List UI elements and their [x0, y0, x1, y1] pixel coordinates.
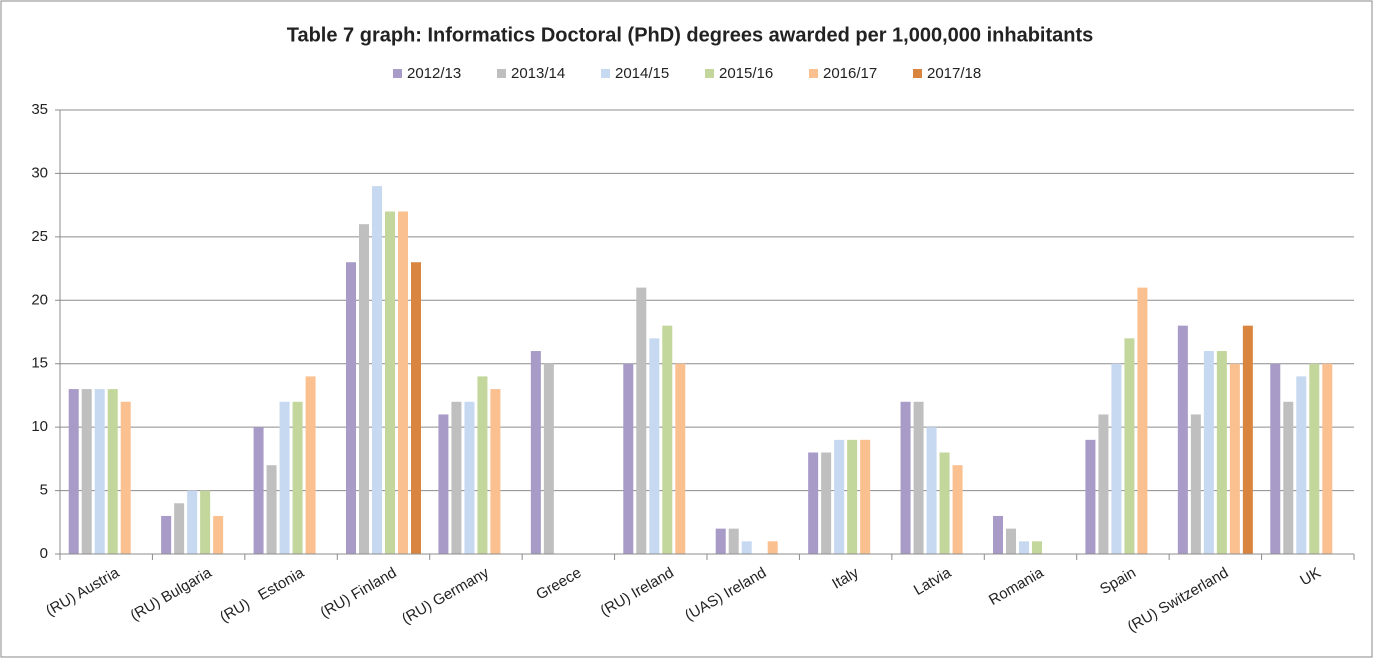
- bar: [1296, 376, 1307, 554]
- bar: [68, 389, 79, 554]
- bar: [728, 528, 739, 554]
- bar: [834, 439, 845, 554]
- bar: [543, 363, 554, 554]
- bar: [1019, 541, 1029, 554]
- bar: [1177, 325, 1188, 554]
- bar: [174, 503, 185, 554]
- bar: [385, 211, 395, 554]
- bar: [292, 401, 303, 554]
- bar: [1006, 528, 1016, 554]
- bar: [662, 325, 673, 554]
- bar: [767, 541, 778, 554]
- bar: [279, 401, 290, 554]
- bar: [530, 351, 541, 554]
- legend-swatch: [809, 69, 818, 78]
- bar: [1085, 439, 1096, 554]
- bar: [477, 376, 488, 554]
- legend-swatch: [913, 69, 922, 78]
- bar: [939, 452, 950, 554]
- bar: [821, 452, 832, 554]
- bar: [808, 452, 819, 554]
- bar: [1216, 351, 1227, 554]
- y-tick-label: 5: [40, 482, 48, 499]
- bar: [451, 401, 462, 554]
- bar: [675, 363, 686, 554]
- legend-label: 2014/15: [615, 65, 669, 82]
- bar: [187, 490, 198, 554]
- legend-label: 2016/17: [823, 65, 877, 82]
- bar: [926, 427, 937, 554]
- bar: [913, 401, 924, 554]
- bar: [372, 186, 382, 554]
- legend-label: 2017/18: [927, 65, 981, 82]
- bar: [1242, 325, 1253, 554]
- bar: [636, 287, 647, 554]
- chart-title: Table 7 graph: Informatics Doctoral (PhD…: [287, 24, 1094, 46]
- bar: [305, 376, 316, 554]
- bar: [213, 515, 224, 554]
- bar: [900, 401, 911, 554]
- bar: [860, 439, 871, 554]
- bar: [741, 541, 752, 554]
- bar: [411, 262, 421, 554]
- bar: [266, 465, 277, 554]
- bar: [346, 262, 356, 554]
- bar: [715, 528, 726, 554]
- legend-swatch: [601, 69, 610, 78]
- bar: [1098, 414, 1109, 554]
- bar: [398, 211, 408, 554]
- bar: [120, 401, 131, 554]
- bar: [1190, 414, 1201, 554]
- bar: [847, 439, 858, 554]
- legend-label: 2015/16: [719, 65, 773, 82]
- bar: [161, 515, 172, 554]
- legend-swatch: [705, 69, 714, 78]
- legend-swatch: [497, 69, 506, 78]
- bar: [1124, 338, 1135, 554]
- bar: [359, 224, 369, 554]
- bar: [1203, 351, 1214, 554]
- bar: [464, 401, 475, 554]
- bar: [1137, 287, 1148, 554]
- y-tick-label: 25: [31, 228, 48, 245]
- bar: [200, 490, 211, 554]
- y-tick-label: 10: [31, 418, 48, 435]
- bar: [438, 414, 449, 554]
- legend-swatch: [393, 69, 402, 78]
- legend-label: 2013/14: [511, 65, 565, 82]
- y-tick-label: 30: [31, 164, 48, 181]
- bar: [1322, 363, 1333, 554]
- bar: [1111, 363, 1122, 554]
- bar: [952, 465, 963, 554]
- bar: [623, 363, 634, 554]
- bar: [94, 389, 105, 554]
- bar: [1270, 363, 1281, 554]
- bar: [993, 515, 1003, 554]
- bar: [649, 338, 660, 554]
- y-tick-label: 20: [31, 291, 48, 308]
- bar: [253, 427, 264, 554]
- y-tick-label: 0: [40, 545, 48, 562]
- bar: [490, 389, 501, 554]
- bar: [1229, 363, 1240, 554]
- bar: [81, 389, 92, 554]
- bar: [1032, 541, 1042, 554]
- y-tick-label: 35: [31, 101, 48, 118]
- bar: [1309, 363, 1320, 554]
- y-tick-label: 15: [31, 355, 48, 372]
- bar: [107, 389, 118, 554]
- legend-label: 2012/13: [407, 65, 461, 82]
- bar: [1283, 401, 1294, 554]
